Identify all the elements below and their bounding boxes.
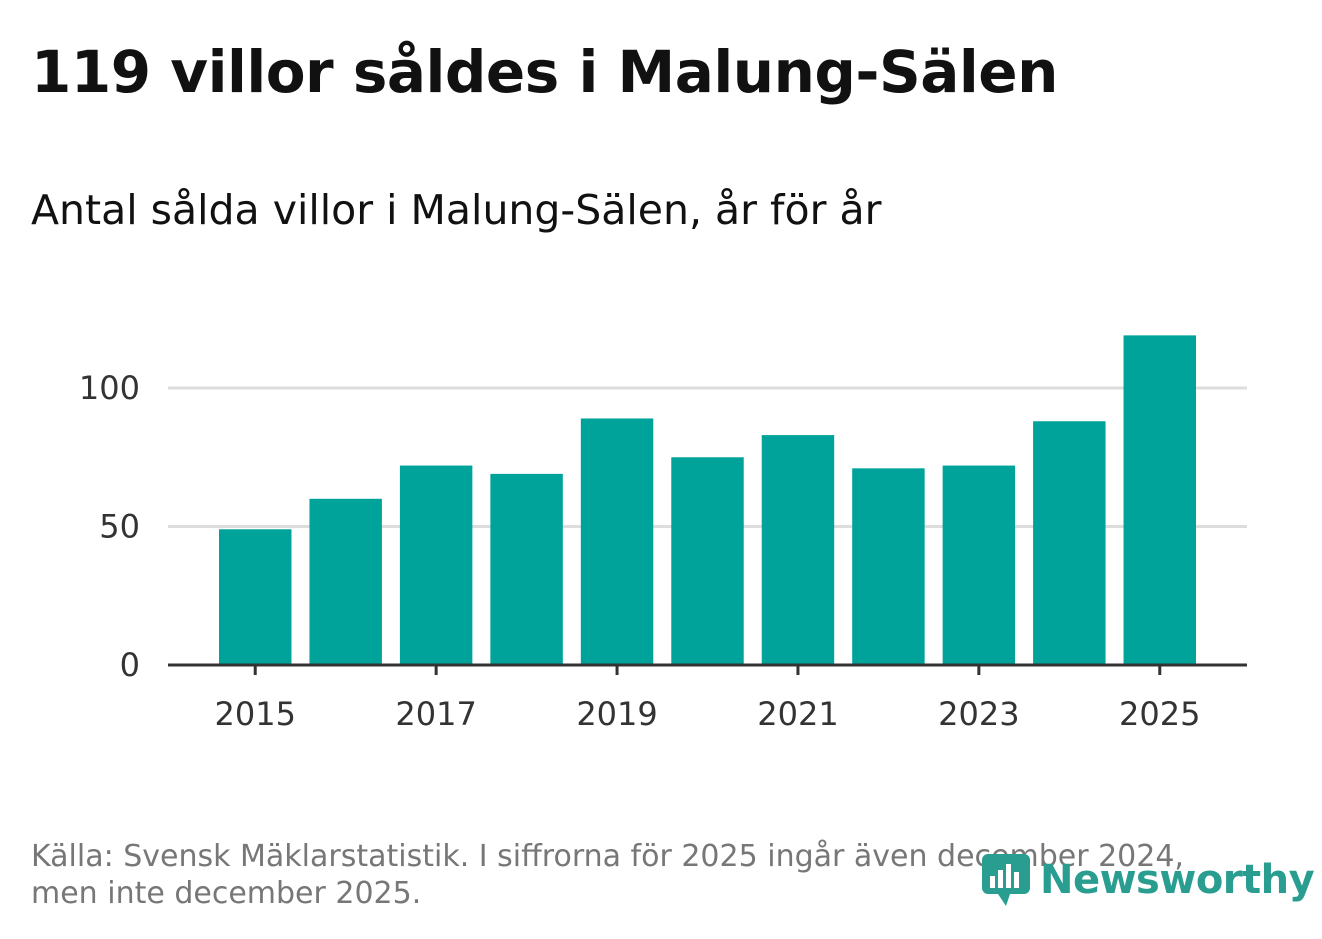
- bar-2021: [761, 435, 835, 665]
- bar-2018: [490, 473, 563, 665]
- bars: [219, 335, 1196, 665]
- x-tick-label-2019: 2019: [576, 695, 657, 733]
- chart-subtitle: Antal sålda villor i Malung-Sälen, år fö…: [31, 186, 882, 234]
- x-tick-label-2021: 2021: [757, 695, 838, 733]
- y-tick-label-50: 50: [99, 508, 140, 546]
- y-tick-label-0: 0: [120, 646, 140, 684]
- bar-2024: [1033, 421, 1106, 665]
- x-tick-label-2025: 2025: [1119, 695, 1200, 733]
- axes: [168, 663, 1247, 675]
- bar-2017: [399, 465, 473, 665]
- tick-labels: 0 50 100 2015 2017 2019 2021 2023 2025: [79, 369, 1201, 733]
- bar-2016: [309, 498, 382, 665]
- chart-title: 119 villor såldes i Malung-Sälen: [31, 38, 1058, 106]
- bar-2019: [580, 418, 654, 665]
- newsworthy-logo-text: Newsworthy: [1040, 857, 1315, 903]
- newsworthy-logo: Newsworthy: [980, 852, 1315, 908]
- bar-2020: [671, 457, 744, 665]
- y-tick-label-100: 100: [79, 369, 140, 407]
- x-tick-label-2023: 2023: [938, 695, 1019, 733]
- bar-2025: [1123, 335, 1196, 665]
- bar-2022: [852, 468, 925, 665]
- bar-2015: [219, 529, 292, 665]
- bar-chart: 0 50 100 2015 2017 2019 2021 2023 2025: [79, 335, 1247, 733]
- bar-2023: [942, 465, 1016, 665]
- x-tick-label-2017: 2017: [395, 695, 476, 733]
- x-tick-label-2015: 2015: [215, 695, 296, 733]
- newsworthy-logo-icon: [982, 854, 1030, 906]
